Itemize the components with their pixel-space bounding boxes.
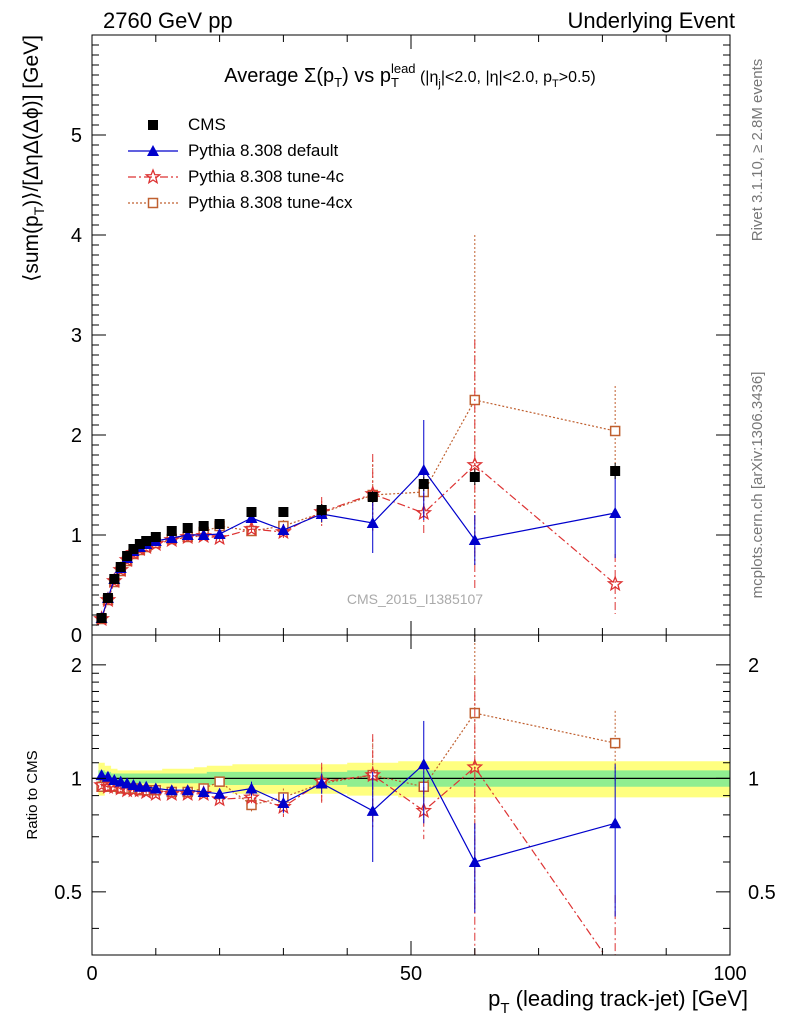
main-cms-point [316,505,327,515]
main-y-tick-label: 0 [71,625,82,647]
chart-title: Average Σ(pT) vs pTlead (|ηj|<2.0, |η|<2… [224,61,595,90]
legend-marker-cms [148,120,158,130]
ratio-default-point [315,777,328,789]
main-default-point [417,464,430,475]
legend-marker-tune-4cx [147,197,159,209]
ratio-default-point [609,817,622,829]
main-y-tick-label: 2 [71,425,82,447]
ratio-tune-4c-point [163,784,181,801]
rivet-version-text: Rivet 3.1.10, ≥ 2.8M events [749,59,766,242]
ratio-y-axis-label: Ratio to CMS [24,750,41,839]
main-cms-point [134,539,145,549]
ratio-default-point [101,770,114,782]
main-y-tick-label: 3 [71,325,82,347]
main-cms-point [96,613,107,623]
main-default-point [245,512,258,523]
header-left: 2760 GeV pp [103,8,233,33]
main-tune-4c-point [243,520,260,537]
ratio-y-tick-label-right: 0.5 [748,882,776,904]
ratio-default-point [213,787,226,799]
source-text: mcplots.cern.ch [arXiv:1306.3436] [749,372,766,599]
ratio-default-point [277,797,290,809]
main-cms-point [278,507,289,517]
main-cms-point [115,562,126,572]
main-default-point [165,532,178,543]
ratio-default-point [149,782,162,794]
ratio-tune-4c-point [179,785,197,801]
main-tune-4c-point [211,529,229,546]
analysis-watermark: CMS_2015_I1385107 [347,591,483,607]
legend-marker-tune-4c [144,168,162,185]
main-y-tick-label: 5 [71,125,82,147]
legend-label-tune-4cx: Pythia 8.308 tune-4cx [188,193,353,212]
main-cms-point [141,536,152,546]
ratio-panel: 0.5 0.5 1 1 2 2 0 50 100 Ratio to CMS pT (leadin… [24,634,776,1017]
ratio-default-series-group [95,720,622,917]
main-cms-series-group [96,463,621,623]
ratio-default-point [181,784,194,796]
main-default-point [197,529,210,540]
main-cms-point [109,574,120,584]
ratio-default-point [140,780,153,792]
main-cms-point [214,519,225,529]
main-cms-point [150,532,161,542]
main-cms-point [469,472,480,482]
legend-label-default: Pythia 8.308 default [188,141,339,160]
main-cms-point [418,479,429,489]
main-cms-point [122,551,133,561]
x-tick-label: 50 [400,963,422,985]
x-axis-label: pT (leading track-jet) [GeV] [488,986,748,1017]
legend-label-cms: CMS [188,115,226,134]
ratio-y-tick-label: 2 [71,655,82,677]
main-cms-point [367,492,378,502]
ratio-default-point [165,784,178,796]
x-tick-label: 100 [713,963,746,985]
ratio-default-point [197,786,210,798]
main-default-point [213,528,226,539]
main-tune-4c-point [606,575,624,592]
main-cms-point [246,507,257,517]
main-tune-4c-point [466,456,484,473]
main-default-point [366,517,379,528]
ratio-tune-4cx-point [609,737,621,749]
main-default-point [277,524,290,535]
main-y-axis-label: ⟨sum(pT)⟩/[ΔηΔ(Δϕ)] [GeV] [20,35,47,282]
ratio-tune-4c-point [243,788,260,805]
ratio-default-point [468,855,481,867]
main-tune-4cx-point [609,425,621,437]
ratio-default-point [366,804,379,816]
main-panel: 0 1 2 3 4 5 Average Σ(pT) vs pTlead (|ηj|<2.0… [20,34,731,647]
main-cms-point [102,593,113,603]
ratio-tune-4c-point [211,790,229,807]
main-y-tick-label: 4 [71,225,82,247]
ratio-tune-4c-point [466,758,484,775]
x-tick-label: 0 [86,963,97,985]
main-cms-point [128,544,139,554]
main-cms-point [610,466,621,476]
main-cms-point [166,526,177,536]
ratio-default-point [245,782,258,794]
main-default-point [181,529,194,540]
main-default-point [609,507,622,518]
ratio-y-tick-label: 1 [71,768,82,790]
main-cms-point [198,521,209,531]
main-y-tick-label: 1 [71,525,82,547]
ratio-tune-4cx-point [214,776,225,787]
legend-marker-default [147,145,159,156]
ratio-default-point [417,758,430,770]
ratio-y-tick-label-right: 2 [748,655,759,677]
main-cms-point [182,523,193,533]
header-right: Underlying Event [567,8,735,33]
ratio-y-tick-label-right: 1 [748,768,759,790]
ratio-y-tick-label: 0.5 [54,882,82,904]
legend-label-tune-4c: Pythia 8.308 tune-4c [188,167,344,186]
legend: CMS Pythia 8.308 default Pythia 8.308 tu… [128,115,353,212]
main-default-point [468,534,481,545]
